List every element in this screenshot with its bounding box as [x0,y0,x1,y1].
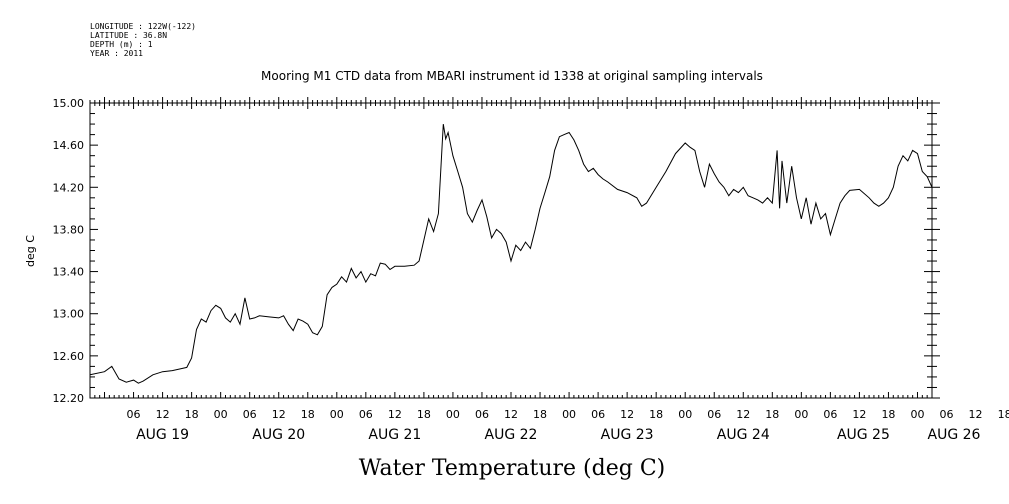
x-hour-label: 06 [591,408,605,421]
x-hour-label: 18 [533,408,547,421]
meta-depth: DEPTH (m) : 1 [90,40,153,49]
x-day-label: AUG 26 [928,427,981,443]
x-hour-label: 06 [243,408,257,421]
x-hour-label: 06 [359,408,373,421]
x-day-label: AUG 22 [485,427,538,443]
x-hour-label: 18 [185,408,199,421]
x-hour-label: 06 [475,408,489,421]
meta-year: YEAR : 2011 [90,49,143,58]
y-tick-label: 13.40 [53,266,85,279]
axis-labels: 12.20 12.60 13.00 13.40 13.80 14.20 14.60 15.00… [53,97,1009,443]
meta-latitude: LATITUDE : 36.8N [90,31,168,40]
x-hour-label: 12 [969,408,983,421]
x-hour-label: 18 [301,408,315,421]
x-axis-label: Water Temperature (deg C) [359,456,666,481]
x-hour-label: 18 [998,408,1009,421]
x-hour-label: 06 [940,408,954,421]
x-hour-label: 18 [417,408,431,421]
x-day-label: AUG 25 [837,427,890,443]
x-day-label: AUG 24 [717,427,770,443]
x-hour-label: 12 [736,408,750,421]
x-hour-label: 18 [765,408,779,421]
y-tick-label: 12.60 [53,350,85,363]
x-hour-label: 12 [620,408,634,421]
x-hour-label: 00 [794,408,808,421]
y-tick-label: 14.60 [53,139,85,152]
x-hour-label: 06 [823,408,837,421]
x-hour-label: 18 [881,408,895,421]
x-hour-label: 12 [156,408,170,421]
x-hour-label: 12 [852,408,866,421]
y-tick-label: 14.20 [53,181,85,194]
x-hour-label: 18 [649,408,663,421]
x-day-label: AUG 23 [601,427,654,443]
x-hour-label: 12 [504,408,518,421]
metadata-block: LONGITUDE : 122W(-122) LATITUDE : 36.8N … [90,22,196,58]
x-day-label: AUG 21 [368,427,421,443]
x-hour-label: 12 [388,408,402,421]
x-hour-label: 00 [446,408,460,421]
x-hour-label: 06 [707,408,721,421]
chart-title: Mooring M1 CTD data from MBARI instrumen… [261,69,763,83]
axis-ticks [89,97,940,399]
x-hour-label: 00 [562,408,576,421]
x-hour-label: 00 [214,408,228,421]
x-day-label: AUG 20 [252,427,305,443]
x-hour-label: 00 [330,408,344,421]
y-tick-label: 12.20 [53,392,85,405]
x-hour-label: 06 [127,408,141,421]
y-tick-label: 15.00 [53,97,85,110]
x-hour-label: 00 [678,408,692,421]
y-tick-label: 13.00 [53,308,85,321]
x-hour-label: 12 [272,408,286,421]
plot-frame [89,102,933,399]
series-line [89,124,933,384]
meta-longitude: LONGITUDE : 122W(-122) [90,22,196,31]
x-hour-label: 00 [910,408,924,421]
x-day-label: AUG 19 [136,427,189,443]
y-tick-label: 13.80 [53,223,85,236]
y-axis-label: deg C [24,235,37,267]
